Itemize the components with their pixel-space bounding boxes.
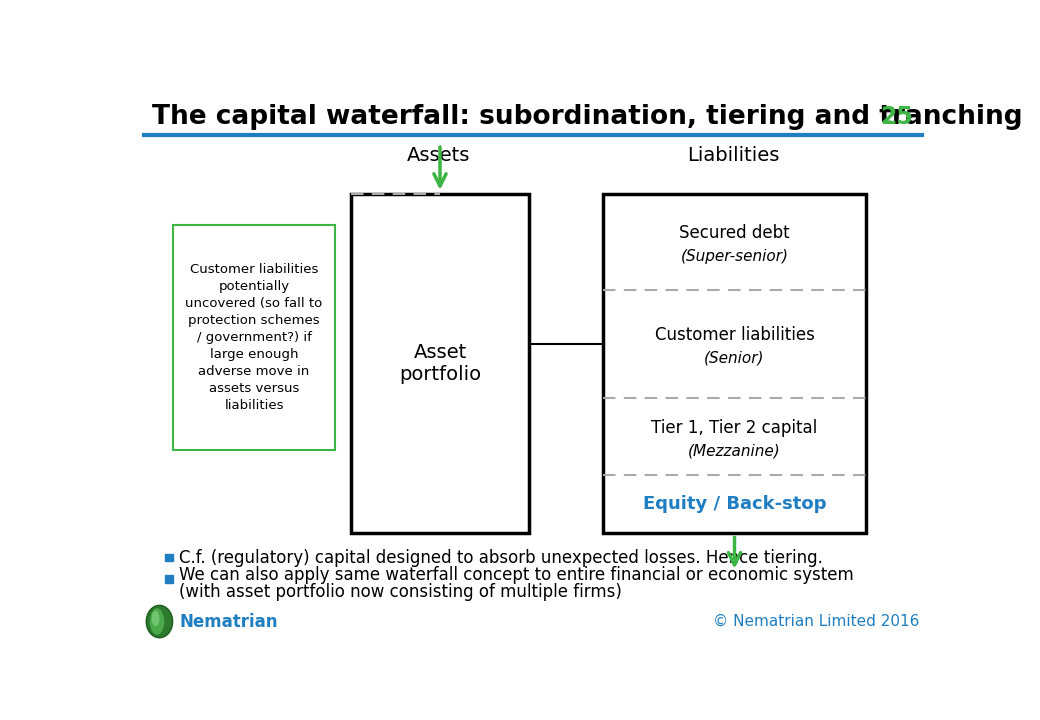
Text: Secured debt: Secured debt <box>679 224 789 242</box>
Ellipse shape <box>150 608 165 636</box>
Ellipse shape <box>147 606 173 638</box>
Text: Assets: Assets <box>407 146 470 165</box>
Text: Equity / Back-stop: Equity / Back-stop <box>643 495 826 513</box>
Text: C.f. (regulatory) capital designed to absorb unexpected losses. Hence tiering.: C.f. (regulatory) capital designed to ab… <box>179 549 823 567</box>
Text: 25: 25 <box>880 105 913 129</box>
Text: © Nematrian Limited 2016: © Nematrian Limited 2016 <box>712 614 919 629</box>
Text: (with asset portfolio now consisting of multiple firms): (with asset portfolio now consisting of … <box>179 582 622 600</box>
Text: Liabilities: Liabilities <box>686 146 779 165</box>
Bar <box>173 225 335 450</box>
Text: (Mezzanine): (Mezzanine) <box>688 443 781 458</box>
Text: We can also apply same waterfall concept to entire financial or economic system: We can also apply same waterfall concept… <box>179 566 854 584</box>
Text: (Senior): (Senior) <box>704 351 764 366</box>
Text: Asset
portfolio: Asset portfolio <box>399 343 482 384</box>
Text: The capital waterfall: subordination, tiering and tranching: The capital waterfall: subordination, ti… <box>152 104 1022 130</box>
Bar <box>603 194 866 533</box>
Ellipse shape <box>152 611 159 626</box>
Bar <box>165 575 173 583</box>
Bar <box>350 194 529 533</box>
Text: Tier 1, Tier 2 capital: Tier 1, Tier 2 capital <box>651 418 817 436</box>
Text: Nematrian: Nematrian <box>180 613 278 631</box>
Text: Customer liabilities
potentially
uncovered (so fall to
protection schemes
/ gove: Customer liabilities potentially uncover… <box>185 263 322 412</box>
Text: (Super-senior): (Super-senior) <box>680 248 788 264</box>
Text: Customer liabilities: Customer liabilities <box>654 326 814 344</box>
Bar <box>165 554 173 562</box>
